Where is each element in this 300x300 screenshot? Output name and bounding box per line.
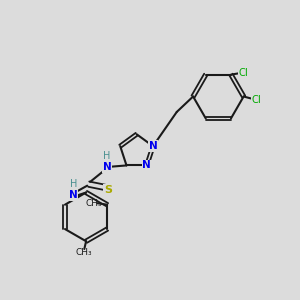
Text: CH₃: CH₃ xyxy=(75,248,92,257)
Text: Cl: Cl xyxy=(238,68,248,78)
Text: CH₃: CH₃ xyxy=(85,199,102,208)
Text: N: N xyxy=(142,160,151,170)
Text: N: N xyxy=(103,162,112,172)
Text: N: N xyxy=(69,190,78,200)
Text: H: H xyxy=(70,179,77,189)
Text: N: N xyxy=(148,141,158,151)
Text: S: S xyxy=(104,184,112,194)
Text: H: H xyxy=(103,151,111,160)
Text: Cl: Cl xyxy=(251,95,261,105)
